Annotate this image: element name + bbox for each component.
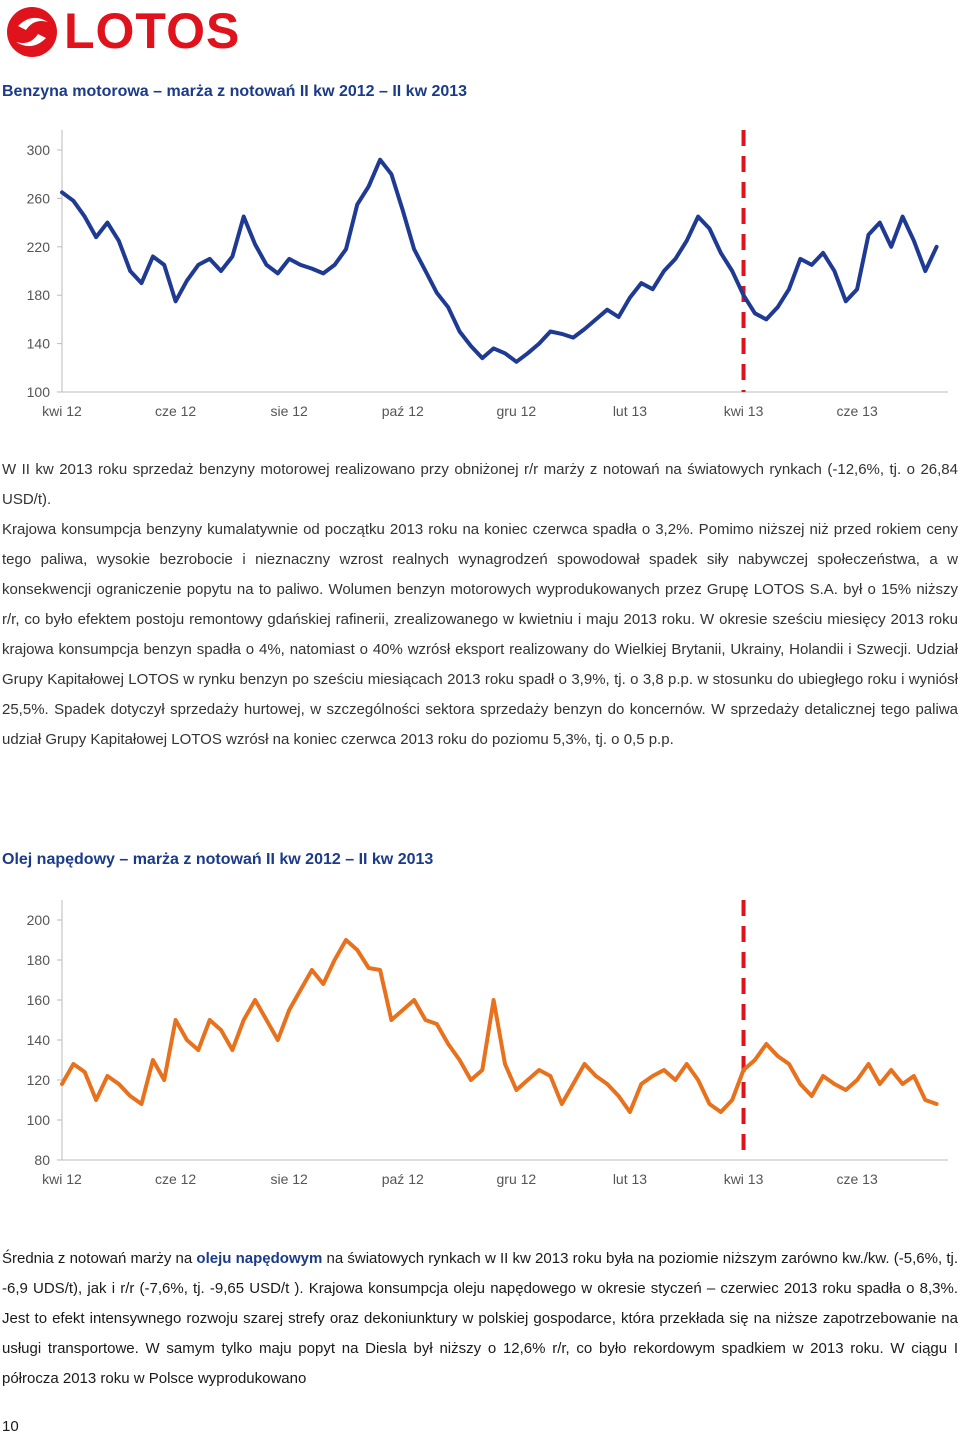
gasoline-x-tick-label: paź 12 [382,403,424,419]
page-number: 10 [2,1418,19,1435]
diesel-x-tick-label: cze 12 [155,1171,196,1187]
diesel-y-tick-label: 180 [27,952,51,968]
section-title-diesel: Olej napędowy – marża z notowań II kw 20… [2,851,434,868]
gasoline-paragraph-intro: W II kw 2013 roku sprzedaż benzyny motor… [2,455,958,515]
gasoline-y-tick-label: 180 [27,287,51,303]
diesel-x-tick-label: paź 12 [382,1171,424,1187]
gasoline-x-tick-label: gru 12 [497,403,537,419]
diesel-y-tick-label: 120 [27,1072,51,1088]
diesel-series-line [60,938,939,1114]
diesel-margin-chart: 80 100 120 140 160 180 200 kwi 12 cze 12 sie 12 pa… [27,900,948,1187]
gasoline-y-tick-label: 100 [27,384,51,400]
gasoline-y-tick-label: 140 [27,336,51,352]
gasoline-x-tick-label: kwi 12 [42,403,82,419]
logo-text: LOTOS [64,3,241,59]
diesel-y-tick-label: 160 [27,992,51,1008]
diesel-paragraph: Średnia z notowań marży na oleju napędow… [2,1244,958,1394]
section-title-gasoline: Benzyna motorowa – marża z notowań II kw… [2,83,468,100]
diesel-x-tick-label: kwi 13 [724,1171,764,1187]
diesel-text-bold: oleju napędowym [196,1250,323,1267]
diesel-x-tick-label: cze 13 [837,1171,878,1187]
gasoline-margin-chart: 100 140 180 220 260 300 kwi 12 cze 12 sie 12 paź … [27,130,948,419]
diesel-text-post: na światowych rynkach w II kw 2013 roku … [2,1250,958,1387]
gasoline-x-tick-label: lut 13 [613,403,647,419]
diesel-x-tick-label: sie 12 [270,1171,308,1187]
diesel-y-tick-label: 140 [27,1032,51,1048]
lotos-logo-icon [7,7,57,57]
diesel-y-tick-label: 200 [27,912,51,928]
diesel-x-tick-label: gru 12 [497,1171,537,1187]
gasoline-y-tick-label: 260 [27,190,51,206]
diesel-x-tick-label: kwi 12 [42,1171,82,1187]
gasoline-x-tick-label: cze 13 [837,403,878,419]
gasoline-text-2: Krajowa konsumpcja benzyny kumalatywnie … [2,521,699,538]
gasoline-series-line [60,157,939,364]
diesel-text-pre: Średnia z notowań marży na [2,1250,197,1267]
gasoline-text-1: W II kw 2013 roku sprzedaż benzyny motor… [2,461,958,508]
gasoline-y-tick-label: 220 [27,239,51,255]
gasoline-x-tick-label: kwi 13 [724,403,764,419]
gasoline-y-tick-label: 300 [27,142,51,158]
gasoline-text-3: Pomimo niższej niż przed rokiem ceny teg… [2,521,959,748]
diesel-y-tick-label: 80 [34,1152,50,1168]
diesel-y-tick-label: 100 [27,1112,51,1128]
gasoline-paragraph-body: Krajowa konsumpcja benzyny kumalatywnie … [2,515,958,755]
gasoline-x-tick-label: sie 12 [270,403,308,419]
diesel-x-tick-label: lut 13 [613,1171,647,1187]
gasoline-x-tick-label: cze 12 [155,403,196,419]
